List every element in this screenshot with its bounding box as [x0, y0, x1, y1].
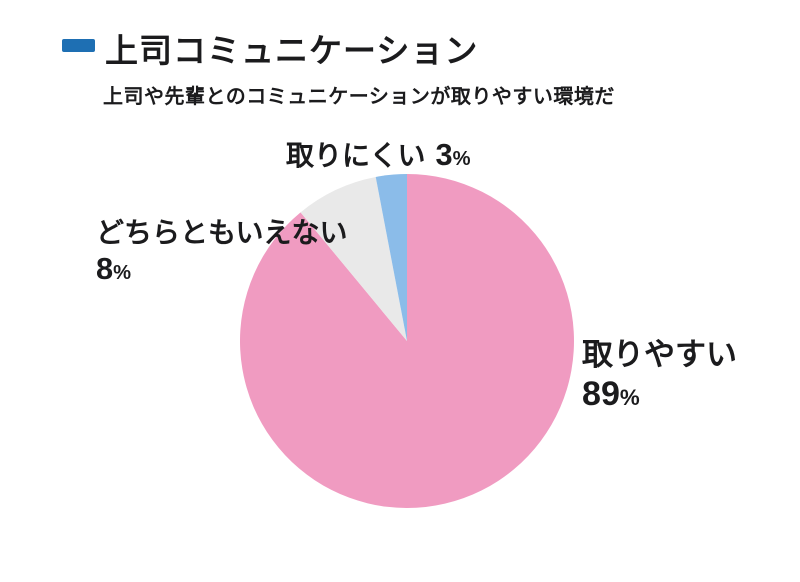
label-dochira-text: どちらともいえない — [96, 217, 348, 248]
label-dochira: どちらともいえない 8% — [96, 216, 347, 288]
label-toriyasui-value: 89 — [582, 374, 620, 413]
label-torinikui-unit: % — [452, 148, 471, 170]
pie-slice-2 — [375, 174, 407, 341]
page-title: 上司コミュニケーション — [105, 32, 479, 69]
label-dochira-value: 8 — [96, 251, 114, 287]
pie-chart — [240, 174, 574, 508]
label-toriyasui-unit: % — [619, 384, 640, 410]
title-dash-icon — [62, 39, 95, 52]
label-torinikui-text: 取りにくい — [286, 140, 426, 171]
pie-slice-1 — [300, 176, 407, 341]
pie-slice-0 — [240, 174, 574, 508]
chart-subtitle: 上司や先輩とのコミュニケーションが取りやすい環境だ — [103, 86, 615, 108]
label-torinikui-value: 3 — [435, 137, 453, 172]
pie-svg — [240, 174, 574, 508]
label-toriyasui-text: 取りやすい — [582, 337, 737, 372]
label-toriyasui: 取りやすい 89% — [582, 336, 737, 415]
label-torinikui: 取りにくい 3% — [286, 136, 471, 174]
label-dochira-unit: % — [113, 262, 132, 285]
